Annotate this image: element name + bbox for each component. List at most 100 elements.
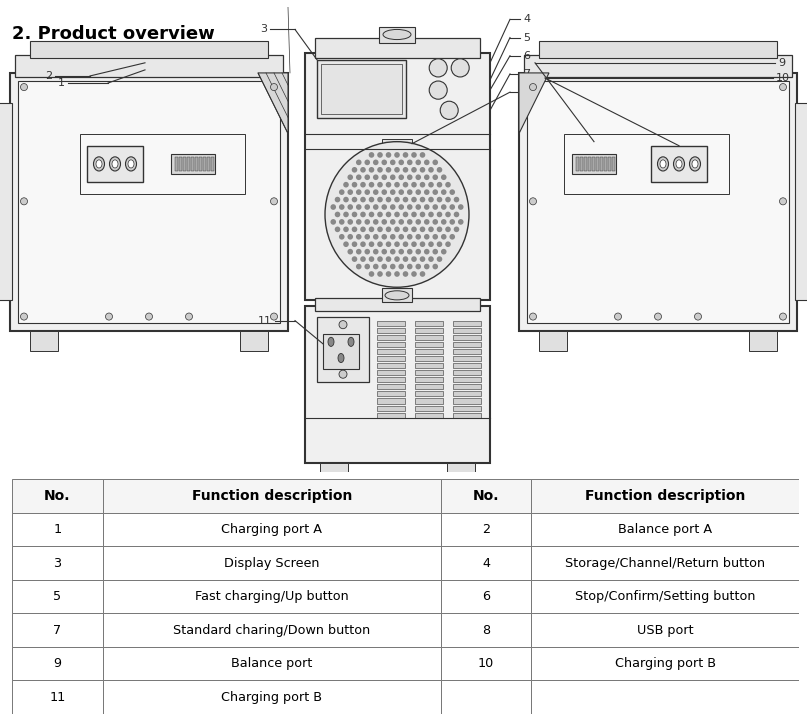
Circle shape [106,313,112,320]
Circle shape [360,256,366,262]
Circle shape [433,204,438,210]
Circle shape [433,219,438,225]
Bar [102,614,441,647]
Bar [191,157,194,171]
Circle shape [348,204,353,210]
Text: 1: 1 [58,78,65,88]
Circle shape [377,242,383,247]
Bar [377,342,405,347]
Bar [441,580,531,614]
Ellipse shape [128,160,134,168]
Bar [183,157,186,171]
Bar [415,399,443,404]
Bar [102,647,441,681]
Bar [453,349,481,354]
Circle shape [445,212,451,217]
Bar [600,157,603,171]
Circle shape [454,226,459,232]
Circle shape [433,159,438,165]
Circle shape [373,219,378,225]
Text: 1: 1 [53,523,61,536]
Circle shape [420,197,425,203]
Circle shape [441,249,446,255]
Circle shape [424,219,429,225]
Circle shape [399,204,404,210]
Text: 10: 10 [776,73,790,83]
Circle shape [429,212,434,217]
Circle shape [403,271,408,277]
Circle shape [407,234,412,239]
Circle shape [403,182,408,187]
Circle shape [437,212,442,217]
Circle shape [416,204,421,210]
Circle shape [356,174,362,180]
Circle shape [399,249,404,255]
Circle shape [416,234,421,239]
Circle shape [377,152,383,158]
Circle shape [356,249,362,255]
Bar [382,288,412,302]
Circle shape [412,212,416,217]
Circle shape [390,190,395,195]
Circle shape [356,234,362,239]
Bar [447,463,475,477]
Circle shape [440,101,458,120]
Bar [608,157,611,171]
Bar [377,392,405,397]
Circle shape [429,256,434,262]
Bar [415,342,443,347]
Bar [12,547,102,580]
Bar [12,479,102,513]
Circle shape [352,182,358,187]
Text: 7: 7 [53,624,61,637]
Circle shape [424,174,429,180]
Bar [102,580,441,614]
Circle shape [429,167,434,172]
Text: 6: 6 [523,50,530,61]
Circle shape [373,204,378,210]
Circle shape [412,271,416,277]
Circle shape [394,242,399,247]
Circle shape [407,204,412,210]
Bar [415,335,443,340]
Circle shape [451,59,469,77]
Bar [12,681,102,714]
Circle shape [429,59,447,77]
Text: Function description: Function description [585,490,746,503]
Circle shape [424,159,429,165]
Bar [187,157,190,171]
Circle shape [390,234,395,239]
Bar [379,27,415,43]
Bar [377,399,405,404]
Circle shape [365,219,370,225]
Circle shape [441,174,446,180]
Bar [199,157,202,171]
Bar [323,301,351,317]
Bar [612,157,614,171]
Circle shape [352,242,358,247]
Circle shape [386,197,391,203]
Text: Fast charging/Up button: Fast charging/Up button [194,590,349,603]
Ellipse shape [692,160,698,168]
Circle shape [449,204,455,210]
Text: Stop/Confirm/Setting button: Stop/Confirm/Setting button [575,590,755,603]
Ellipse shape [348,337,354,346]
Circle shape [365,204,370,210]
Circle shape [390,174,395,180]
Bar [453,335,481,340]
Circle shape [429,182,434,187]
Bar [317,60,406,118]
Circle shape [145,313,153,320]
Bar [10,73,288,331]
Text: Storage/Channel/Return button: Storage/Channel/Return button [565,557,765,570]
Bar [441,513,531,547]
Circle shape [377,212,383,217]
Circle shape [403,256,408,262]
Circle shape [424,249,429,255]
Circle shape [437,256,442,262]
Circle shape [437,197,442,203]
Bar [0,103,12,301]
Circle shape [369,152,374,158]
Circle shape [386,271,391,277]
Circle shape [270,198,278,205]
